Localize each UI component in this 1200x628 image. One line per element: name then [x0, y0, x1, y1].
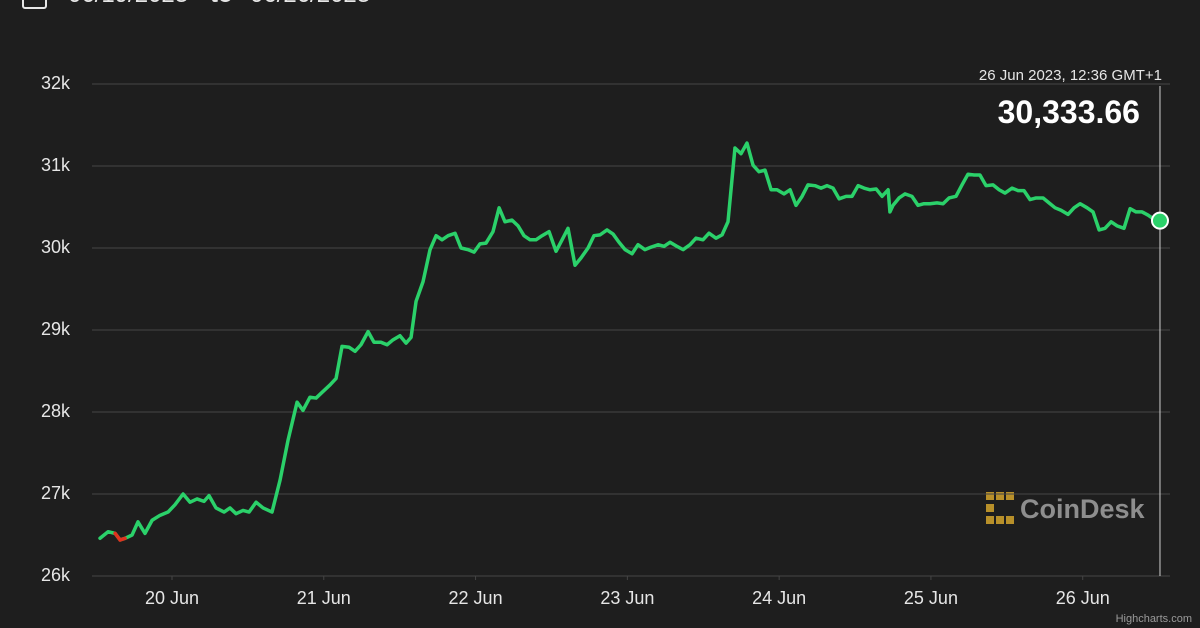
watermark-dot: [996, 492, 1004, 500]
tooltip-marker: [1150, 211, 1169, 230]
watermark-icon: [986, 492, 1014, 524]
x-tick-label: 20 Jun: [145, 588, 199, 608]
watermark-dot: [996, 516, 1004, 524]
x-tick-label: 21 Jun: [297, 588, 351, 608]
date-to-word: to: [210, 0, 233, 8]
y-tick-label: 30k: [41, 237, 71, 257]
calendar-icon: [22, 0, 47, 9]
x-tick-label: 25 Jun: [904, 588, 958, 608]
x-tick-label: 22 Jun: [449, 588, 503, 608]
date-from: 06/19/2023: [68, 0, 188, 8]
watermark-dot: [986, 504, 994, 512]
watermark: CoinDesk: [1020, 494, 1146, 524]
watermark-dot: [986, 492, 994, 500]
y-tick-label: 27k: [41, 483, 71, 503]
price-line-negative: [118, 536, 127, 542]
x-tick-label: 24 Jun: [752, 588, 806, 608]
y-tick-label: 31k: [41, 155, 71, 175]
tooltip-label: 26 Jun 2023, 12:36 GMT+1: [979, 67, 1162, 84]
x-tick-label: 26 Jun: [1056, 588, 1110, 608]
price-line: [98, 141, 1162, 542]
date-to: 06/26/2023: [250, 0, 370, 8]
x-tick-label: 23 Jun: [600, 588, 654, 608]
watermark-dot: [986, 516, 994, 524]
watermark-dot: [1006, 516, 1014, 524]
y-tick-label: 32k: [41, 73, 71, 93]
watermark-dot: [1006, 492, 1014, 500]
credits: Highcharts.com: [1116, 613, 1192, 625]
y-tick-label: 28k: [41, 401, 71, 421]
tooltip-value: 30,333.66: [998, 94, 1140, 130]
y-tick-label: 29k: [41, 319, 71, 339]
y-tick-label: 26k: [41, 565, 71, 585]
